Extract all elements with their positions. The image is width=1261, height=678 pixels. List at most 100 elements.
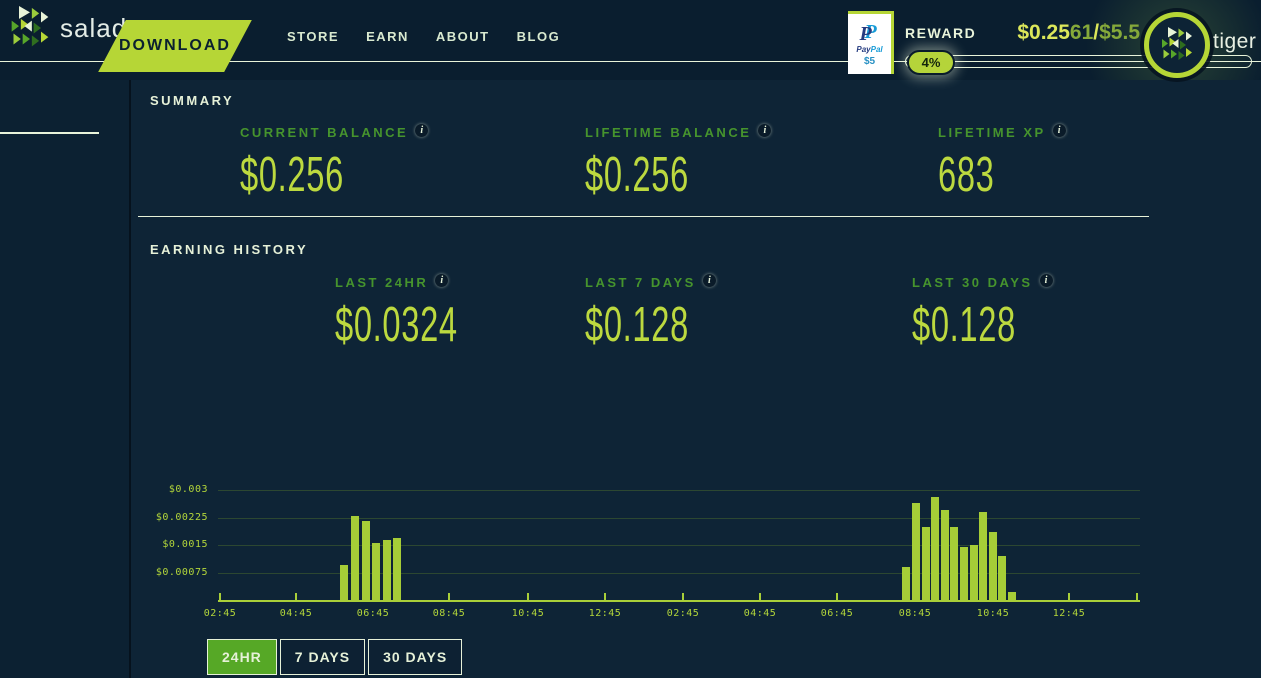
balance-separator: /	[1093, 21, 1100, 44]
earning-history-heading: EARNING HISTORY	[150, 242, 309, 257]
download-button-label: DOWNLOAD	[119, 37, 231, 54]
balance-target: $5.5	[1099, 21, 1140, 44]
y-tick-label: $0.00075	[155, 566, 208, 578]
x-tick-label: 12:45	[588, 608, 622, 619]
tab-7-days[interactable]: 7 DAYS	[279, 639, 366, 675]
earnings-bar	[372, 543, 380, 600]
main-nav: STORE EARN ABOUT BLOG	[287, 29, 560, 44]
stat-label: LAST 7 DAYS	[585, 275, 696, 290]
x-tick-label: 06:45	[820, 608, 854, 619]
info-icon[interactable]: i	[702, 274, 716, 287]
x-axis-tick	[759, 593, 761, 600]
user-avatar[interactable]	[1144, 12, 1210, 78]
x-axis-tick	[682, 593, 684, 600]
earnings-bar	[970, 545, 978, 600]
stat-current-balance: CURRENT BALANCE i $0.256	[240, 124, 429, 202]
stat-label: LIFETIME XP	[938, 125, 1046, 140]
earnings-bar	[902, 567, 910, 600]
x-tick-label: 06:45	[356, 608, 390, 619]
nav-about[interactable]: ABOUT	[435, 29, 490, 44]
earnings-bar	[912, 503, 920, 600]
download-button[interactable]: DOWNLOAD	[98, 20, 252, 72]
stat-value: $0.256	[585, 148, 689, 203]
nav-blog[interactable]: BLOG	[516, 29, 561, 44]
balance-earned-main: $0.25	[1017, 21, 1070, 44]
app-body: SUMMARY CURRENT BALANCE i $0.256 LIFETIME…	[0, 61, 1261, 678]
header-divider	[0, 61, 1261, 62]
info-icon[interactable]: i	[415, 124, 429, 137]
info-icon[interactable]: i	[1039, 274, 1053, 287]
chart-gridline	[218, 545, 1140, 546]
stat-label: CURRENT BALANCE	[240, 125, 409, 140]
stat-label: LIFETIME BALANCE	[585, 125, 752, 140]
earnings-bar	[989, 532, 997, 600]
stat-lifetime-xp: LIFETIME XP i 683	[938, 124, 1066, 202]
reward-amount: $5	[863, 56, 876, 67]
earnings-bar	[393, 538, 401, 600]
earnings-bar	[922, 527, 930, 600]
x-tick-label: 08:45	[898, 608, 932, 619]
x-tick-label: 10:45	[511, 608, 545, 619]
sidebar-rule	[0, 132, 99, 134]
chart-x-axis	[218, 600, 1140, 602]
x-axis-tick	[527, 593, 529, 600]
info-icon[interactable]: i	[1052, 124, 1066, 137]
chart-gridline	[218, 517, 1140, 519]
earnings-bar	[960, 547, 968, 600]
earnings-bar	[941, 510, 949, 600]
x-axis-tick	[604, 593, 606, 600]
x-tick-label: 12:45	[1052, 608, 1086, 619]
x-tick-label: 04:45	[279, 608, 313, 619]
username[interactable]: tiger	[1213, 30, 1257, 53]
x-axis-tick	[1136, 593, 1138, 600]
main-content: SUMMARY CURRENT BALANCE i $0.256 LIFETIME…	[131, 80, 1261, 678]
summary-heading: SUMMARY	[150, 93, 235, 108]
vertical-divider	[129, 61, 131, 678]
earnings-bar	[351, 516, 359, 600]
earnings-bar	[931, 497, 939, 600]
earnings-chart-plot: $0.003 $0.00225 $0.0015 $0.00075 02:45 04:45 0…	[156, 484, 1140, 619]
info-icon[interactable]: i	[435, 274, 449, 287]
y-tick-label: $0.003	[168, 484, 208, 495]
brand-logo[interactable]: salad	[8, 6, 127, 50]
earnings-bar	[340, 565, 348, 600]
x-tick-label: 02:45	[203, 608, 237, 619]
nav-earn[interactable]: EARN	[366, 29, 409, 44]
tab-24hr[interactable]: 24HR	[207, 639, 277, 675]
balance-earned-minor: 61	[1069, 21, 1094, 44]
stat-value: $0.128	[912, 298, 1016, 353]
avatar-salad-icon	[1162, 27, 1192, 60]
sidebar	[0, 80, 129, 678]
balance-display: $0.2561/$5.5	[990, 21, 1140, 45]
chart-range-tabs: 24HR 7 DAYS 30 DAYS	[207, 639, 463, 675]
earnings-bar	[950, 527, 958, 600]
header: salad DOWNLOAD STORE EARN ABOUT BLOG P P…	[0, 0, 1261, 80]
stat-lifetime-balance: LIFETIME BALANCE i $0.256	[585, 124, 772, 203]
x-axis-tick	[836, 593, 838, 600]
stat-last-30-days: LAST 30 DAYS i $0.128	[912, 274, 1065, 352]
x-tick-label: 10:45	[976, 608, 1010, 619]
reward-progress-badge: 4%	[907, 50, 955, 75]
section-divider	[138, 216, 1149, 217]
reward-paypal-card[interactable]: P P PayPal $5	[848, 11, 894, 74]
tab-30-days[interactable]: 30 DAYS	[368, 639, 463, 675]
x-tick-label: 04:45	[743, 608, 777, 619]
salad-logo-icon	[11, 6, 49, 47]
chart-gridline	[218, 490, 1140, 491]
stat-label: LAST 24HR	[335, 275, 429, 290]
stat-label: LAST 30 DAYS	[912, 275, 1033, 290]
paypal-logo-icon: P P	[859, 21, 877, 45]
earnings-bar	[979, 512, 987, 600]
x-tick-label: 08:45	[432, 608, 466, 619]
x-axis-tick	[295, 593, 297, 600]
earnings-bar	[1008, 592, 1016, 600]
info-icon[interactable]: i	[758, 124, 772, 137]
stat-value: 683	[938, 148, 995, 203]
y-tick-label: $0.0015	[162, 539, 208, 550]
nav-store[interactable]: STORE	[287, 29, 340, 44]
paypal-wordmark: PayPal	[856, 45, 883, 54]
earnings-bar	[383, 540, 391, 600]
stat-last-24hr: LAST 24HR i $0.0324	[335, 274, 516, 352]
earnings-bar	[998, 556, 1006, 600]
y-tick-label: $0.00225	[155, 511, 208, 523]
